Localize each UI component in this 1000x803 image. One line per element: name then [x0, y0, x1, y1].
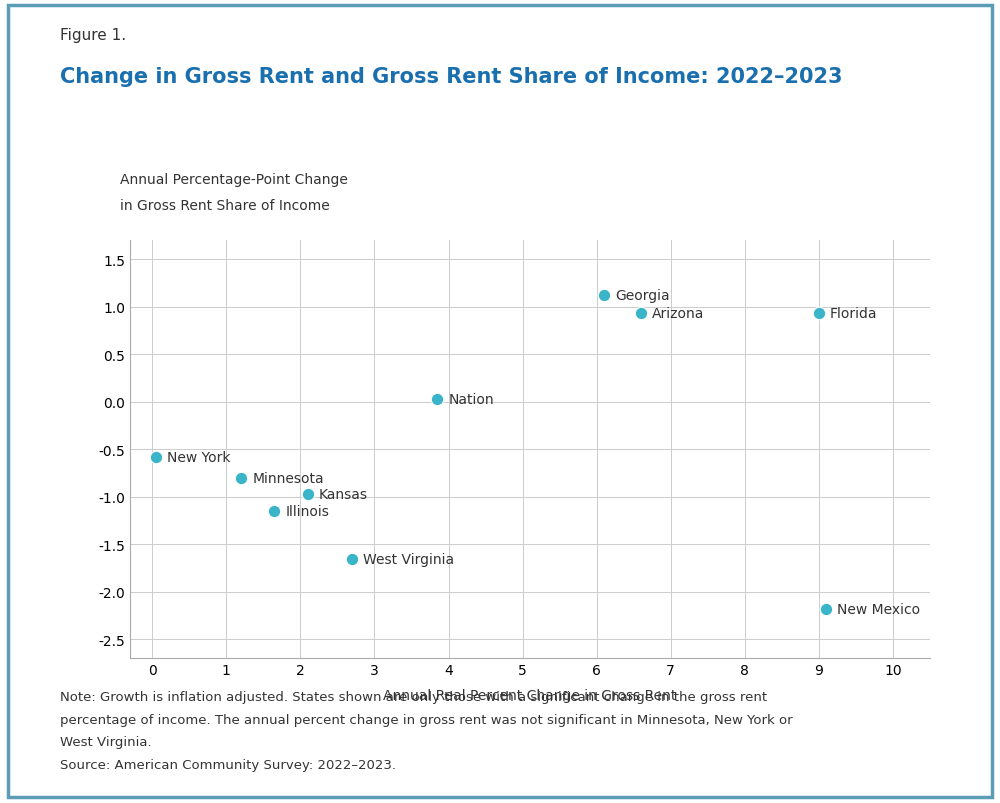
Point — [596, 290, 612, 303]
Text: Annual Percentage-Point Change: Annual Percentage-Point Change — [120, 173, 348, 186]
Text: West Virginia.: West Virginia. — [60, 736, 152, 748]
Text: Georgia: Georgia — [615, 289, 670, 303]
Point — [811, 308, 827, 320]
Text: Arizona: Arizona — [652, 307, 705, 321]
Point — [233, 471, 249, 484]
Text: Kansas: Kansas — [319, 487, 368, 501]
Point — [429, 393, 445, 406]
Point — [300, 488, 316, 501]
Point — [344, 552, 360, 565]
Point — [633, 308, 649, 320]
X-axis label: Annual Real Percent Change in Gross Rent: Annual Real Percent Change in Gross Rent — [383, 688, 677, 703]
Text: Minnesota: Minnesota — [252, 471, 324, 485]
Text: Change in Gross Rent and Gross Rent Share of Income: 2022–2023: Change in Gross Rent and Gross Rent Shar… — [60, 67, 842, 87]
Text: in Gross Rent Share of Income: in Gross Rent Share of Income — [120, 199, 330, 213]
Text: New York: New York — [167, 450, 231, 464]
Text: West Virginia: West Virginia — [363, 552, 454, 566]
Text: Florida: Florida — [830, 307, 878, 321]
Text: Note: Growth is inflation adjusted. States shown are only those with a significa: Note: Growth is inflation adjusted. Stat… — [60, 691, 767, 703]
Point — [266, 505, 282, 518]
Text: Source: American Community Survey: 2022–2023.: Source: American Community Survey: 2022–… — [60, 758, 396, 771]
Point — [818, 603, 834, 616]
Text: percentage of income. The annual percent change in gross rent was not significan: percentage of income. The annual percent… — [60, 713, 793, 726]
Text: Nation: Nation — [449, 393, 494, 406]
Text: Illinois: Illinois — [286, 504, 329, 519]
Text: Figure 1.: Figure 1. — [60, 28, 126, 43]
Point — [148, 450, 164, 463]
Text: New Mexico: New Mexico — [837, 602, 921, 616]
